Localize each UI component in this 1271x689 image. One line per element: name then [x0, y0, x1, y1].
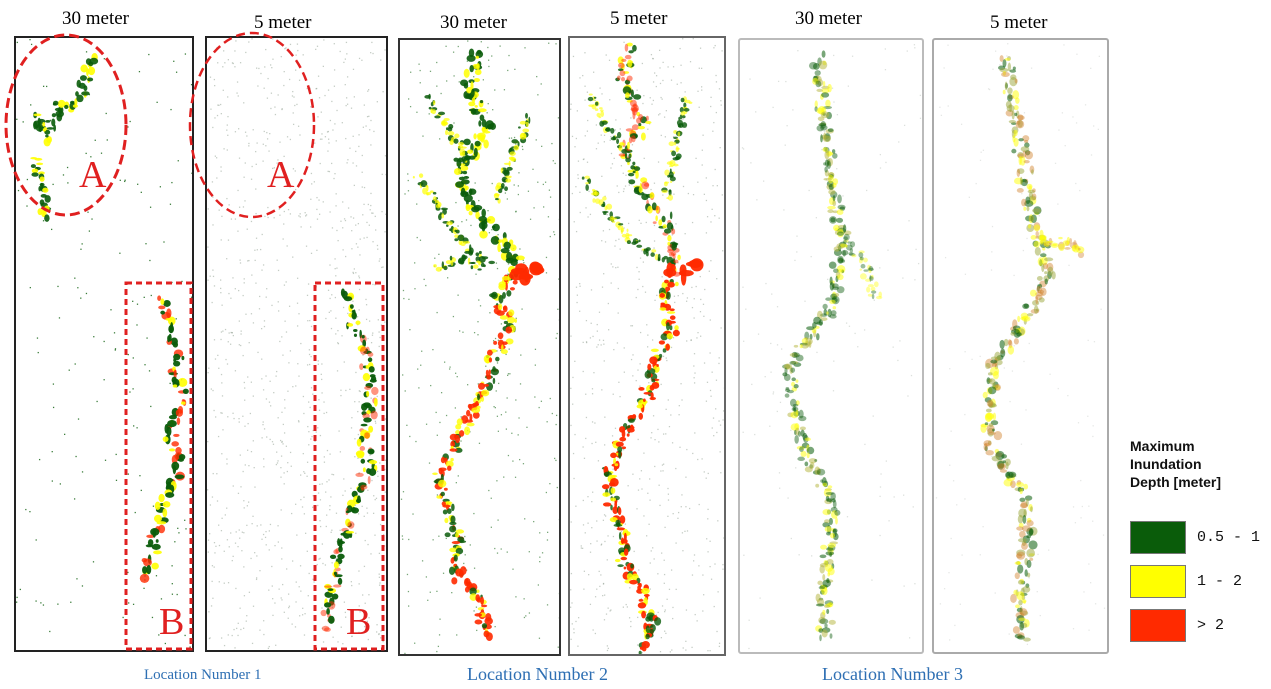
- map-panel-loc2-5m: [568, 36, 726, 656]
- region-a-label-30m: A: [79, 154, 107, 196]
- map-panel-loc3-30m: [738, 38, 924, 654]
- panel6-resolution-label: 5 meter: [990, 12, 1048, 33]
- legend-swatch-green: [1130, 521, 1186, 554]
- region-a-label-5m: A: [267, 154, 295, 196]
- panel2-resolution-label: 5 meter: [254, 12, 312, 33]
- region-b-label-30m: B: [159, 601, 185, 643]
- location-label-3: Location Number 3: [822, 664, 963, 684]
- legend-label-green: 0.5 - 1: [1197, 529, 1261, 546]
- panel3-resolution-label: 30 meter: [440, 12, 508, 33]
- legend-swatch-red: [1130, 609, 1186, 642]
- legend-title-line-3: Depth [meter]: [1130, 474, 1222, 490]
- map-panel-loc3-5m: [932, 38, 1109, 654]
- panel1-resolution-label: 30 meter: [62, 8, 130, 29]
- legend-label-yellow: 1 - 2: [1197, 573, 1243, 590]
- legend-title: Maximum Inundation Depth [meter]: [1130, 437, 1221, 491]
- legend-title-line-2: Inundation: [1130, 456, 1202, 472]
- panel4-resolution-label: 5 meter: [610, 8, 668, 29]
- map-panel-loc1-5m: [205, 36, 388, 652]
- location-label-1: Location Number 1: [144, 667, 262, 683]
- panel5-resolution-label: 30 meter: [795, 8, 863, 29]
- legend-label-red: > 2: [1197, 617, 1225, 634]
- legend-swatch-yellow: [1130, 565, 1186, 598]
- map-panel-loc1-30m: [14, 36, 194, 652]
- region-b-label-5m: B: [346, 601, 372, 643]
- map-panel-loc2-30m: [398, 38, 561, 656]
- location-label-2: Location Number 2: [467, 664, 608, 684]
- legend-title-line-1: Maximum: [1130, 438, 1195, 454]
